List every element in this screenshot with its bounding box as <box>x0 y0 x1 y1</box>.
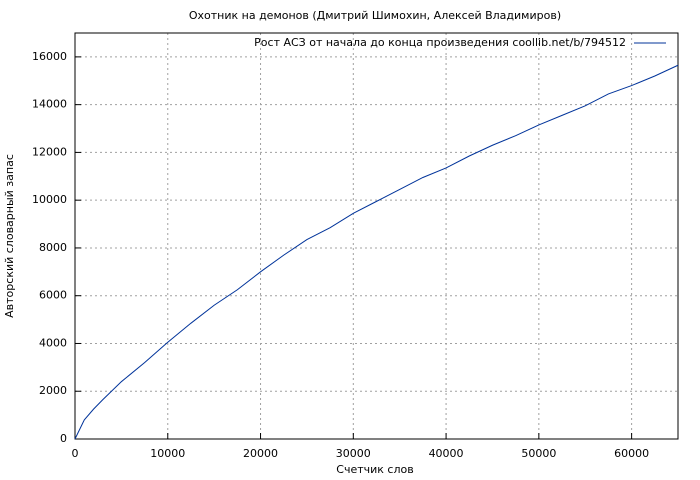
data-line <box>74 64 679 440</box>
chart-title: Охотник на демонов (Дмитрий Шимохин, Але… <box>189 9 561 22</box>
x-tick-label: 40000 <box>429 447 464 460</box>
plot-frame <box>74 32 679 440</box>
y-tick-label: 16000 <box>32 50 67 63</box>
y-tick-label: 6000 <box>39 289 67 302</box>
y-tick-label: 2000 <box>39 384 67 397</box>
x-tick-label: 10000 <box>150 447 185 460</box>
y-tick-label: 12000 <box>32 145 67 158</box>
x-tick-label: 20000 <box>243 447 278 460</box>
y-tick-label: 4000 <box>39 336 67 349</box>
x-tick-label: 0 <box>72 447 79 460</box>
x-tick-label: 30000 <box>336 447 371 460</box>
y-tick-label: 10000 <box>32 193 67 206</box>
y-tick-label: 0 <box>60 432 67 445</box>
x-axis-label: Счетчик слов <box>336 463 413 476</box>
y-axis-label: Авторский словарный запас <box>3 154 16 318</box>
y-tick-label: 14000 <box>32 98 67 111</box>
legend-label: Рост АСЗ от начала до конца произведения… <box>254 36 626 49</box>
x-tick-label: 50000 <box>521 447 556 460</box>
x-tick-label: 60000 <box>614 447 649 460</box>
y-tick-label: 8000 <box>39 241 67 254</box>
